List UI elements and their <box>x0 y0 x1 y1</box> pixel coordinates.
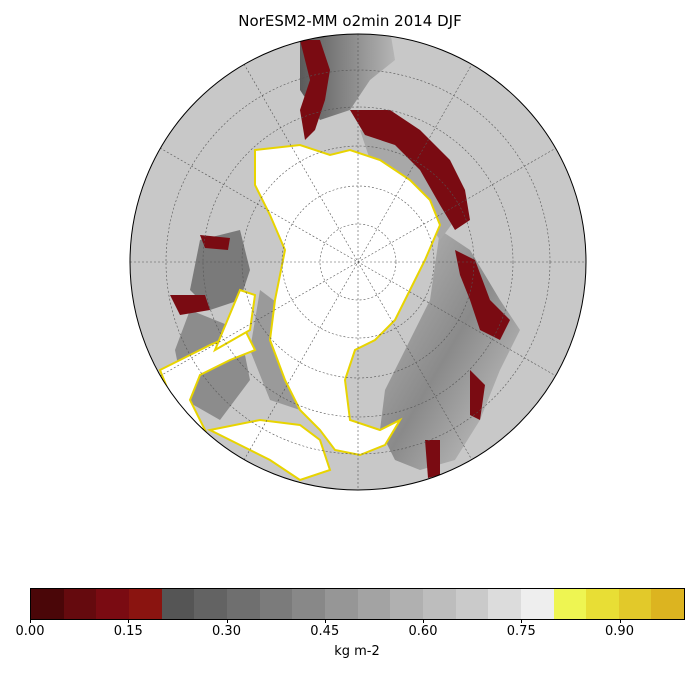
okhotsk-ice <box>206 418 332 482</box>
colorbar-tick-mark <box>423 619 424 623</box>
colorbar-tick-mark <box>226 619 228 623</box>
colorbar-cell <box>194 589 227 619</box>
low-o2-norway <box>455 250 510 340</box>
colorbar-tick-label: 0.00 <box>15 624 45 639</box>
low-o2-north-sea <box>470 370 485 420</box>
colorbar-tick-label: 0.45 <box>310 624 340 639</box>
colorbar-cell <box>96 589 129 619</box>
colorbar-cell <box>390 589 423 619</box>
low-o2-yukon <box>170 295 210 315</box>
colorbar-tick-label: 0.30 <box>212 624 241 639</box>
colorbar-cell <box>357 589 391 619</box>
colorbar-cell <box>586 589 619 619</box>
colorbar-cell <box>651 589 685 619</box>
colorbar-tick-label: 0.75 <box>506 624 536 639</box>
labrador-ice <box>212 288 257 353</box>
low-o2-chukchi <box>200 235 230 250</box>
low-o2-baltic <box>425 440 440 478</box>
low-o2-bering <box>300 40 330 140</box>
colorbar-cell <box>488 589 521 619</box>
colorbar-cell <box>553 589 587 619</box>
colorbar <box>30 588 685 620</box>
colorbar-cell <box>259 589 293 619</box>
colorbar-cell <box>618 589 652 619</box>
colorbar-tick-label: 0.15 <box>113 624 143 639</box>
map-boundary <box>129 33 587 491</box>
colorbar-cell <box>455 589 489 619</box>
arctic-sea-ice-edge <box>254 143 442 457</box>
colorbar-tick-label: 0.90 <box>605 624 634 639</box>
colorbar-cell <box>128 589 162 619</box>
colorbar-cell <box>31 589 64 619</box>
colorbar-tick-mark <box>324 619 326 623</box>
colorbar-cell <box>324 589 358 619</box>
colorbar-tick-mark <box>521 619 523 623</box>
hudson-bay-ocean <box>190 230 250 310</box>
colorbar-tick-mark <box>128 619 130 623</box>
colorbar-tick-mark <box>619 619 621 623</box>
polar-map <box>129 33 587 491</box>
low-o2-barents <box>350 110 470 230</box>
map-title: NorESM2-MM o2min 2014 DJF <box>238 12 462 30</box>
colorbar-cell <box>520 589 554 619</box>
colorbar-cell <box>292 589 325 619</box>
colorbar-label: kg m-2 <box>334 644 380 659</box>
colorbar-tick-label: 0.60 <box>408 624 438 639</box>
colorbar-cell <box>422 589 456 619</box>
colorbar-cell <box>226 589 260 619</box>
colorbar-tick-mark <box>30 619 31 623</box>
graticule <box>130 34 586 490</box>
arctic-sea-ice <box>255 145 440 455</box>
colorbar-cell <box>161 589 195 619</box>
colorbar-cell <box>63 589 97 619</box>
